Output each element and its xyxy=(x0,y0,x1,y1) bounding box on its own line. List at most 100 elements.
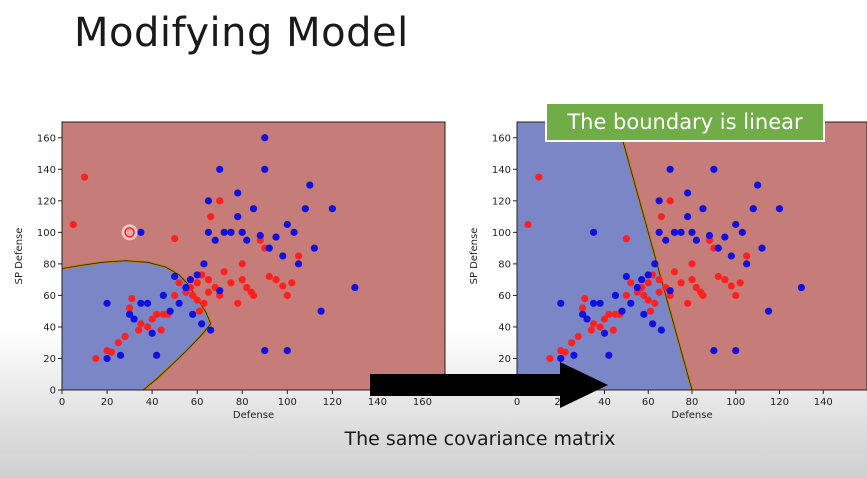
y-tick-label: 80 xyxy=(43,259,56,270)
y-tick-label: 40 xyxy=(498,322,511,333)
data-point-red xyxy=(524,220,532,229)
y-tick-label: 40 xyxy=(43,322,56,333)
data-point-blue xyxy=(727,252,735,260)
y-tick-label: 60 xyxy=(43,291,56,302)
data-point-blue xyxy=(238,228,246,236)
data-point-red xyxy=(574,332,582,340)
data-point-red xyxy=(688,276,696,284)
data-point-blue xyxy=(306,181,314,189)
x-tick-label: 160 xyxy=(413,397,432,408)
data-point-red xyxy=(666,197,674,205)
data-point-red xyxy=(80,173,89,181)
data-point-blue xyxy=(666,165,674,173)
data-point-blue xyxy=(758,244,766,252)
data-point-blue xyxy=(103,299,111,307)
x-tick-label: 80 xyxy=(236,397,249,408)
data-point-red xyxy=(596,323,604,331)
data-point-blue xyxy=(749,205,757,213)
x-tick-label: 140 xyxy=(814,397,833,408)
data-point-red xyxy=(200,299,208,307)
data-point-blue xyxy=(579,310,587,318)
data-point-blue xyxy=(688,228,696,236)
data-point-red xyxy=(605,310,613,318)
data-point-red xyxy=(227,279,235,287)
data-point-blue xyxy=(166,307,174,315)
x-tick-label: 0 xyxy=(59,397,65,408)
data-point-red xyxy=(670,268,679,276)
data-point-blue xyxy=(596,299,604,307)
plot-frame xyxy=(61,121,446,391)
data-point-red xyxy=(609,326,617,334)
data-point-blue xyxy=(227,228,235,236)
data-point-red xyxy=(688,260,696,268)
data-point-red xyxy=(581,294,589,303)
data-point-blue xyxy=(198,320,206,328)
data-point-blue xyxy=(272,233,280,241)
data-point-blue xyxy=(261,165,269,173)
data-point-red xyxy=(714,272,722,281)
right-arrow-icon xyxy=(370,362,608,408)
x-tick-label: 140 xyxy=(368,397,387,408)
data-point-red xyxy=(288,279,296,287)
data-point-red xyxy=(684,299,692,307)
data-point-blue xyxy=(627,299,635,307)
data-point-blue xyxy=(279,252,287,260)
data-point-blue xyxy=(618,307,626,315)
data-point-red xyxy=(651,299,659,307)
data-point-red xyxy=(135,326,143,334)
data-point-blue xyxy=(175,299,183,307)
data-point-blue xyxy=(754,181,762,189)
data-point-red xyxy=(272,276,280,284)
data-point-red xyxy=(193,296,201,304)
data-point-blue xyxy=(283,346,291,355)
decision-boundary-core xyxy=(62,260,212,390)
y-tick-label: 80 xyxy=(498,259,511,270)
data-point-blue xyxy=(644,271,652,279)
data-point-blue xyxy=(651,260,659,268)
data-point-red xyxy=(579,304,587,312)
data-point-blue xyxy=(220,228,228,236)
data-point-red xyxy=(125,304,134,312)
data-point-blue xyxy=(261,134,269,142)
data-point-blue xyxy=(705,231,714,240)
data-point-red xyxy=(153,310,161,318)
data-point-red xyxy=(279,282,287,290)
data-point-blue xyxy=(764,307,773,315)
data-point-blue xyxy=(583,315,591,323)
y-axis-label: SP Defense xyxy=(14,228,25,285)
x-tick-label: 120 xyxy=(770,397,789,408)
y-tick-label: 0 xyxy=(50,386,56,397)
data-point-red xyxy=(600,315,609,323)
data-point-blue xyxy=(301,205,309,213)
data-point-red xyxy=(644,279,652,287)
data-point-blue xyxy=(317,307,325,315)
data-point-blue xyxy=(622,272,630,281)
data-point-blue xyxy=(130,315,138,323)
data-point-red xyxy=(657,212,665,221)
data-point-red xyxy=(249,291,258,300)
decision-boundary-core xyxy=(617,122,693,390)
data-point-blue xyxy=(234,212,242,221)
x-tick-label: 80 xyxy=(686,397,699,408)
data-point-blue xyxy=(732,346,740,355)
region-blue xyxy=(517,122,692,390)
data-point-blue xyxy=(589,299,598,307)
data-point-red xyxy=(721,276,729,284)
data-point-blue xyxy=(351,283,359,292)
data-point-red xyxy=(238,260,246,268)
data-point-blue xyxy=(144,299,152,307)
data-point-red xyxy=(646,307,655,315)
slide-title: Modifying Model xyxy=(74,10,409,56)
data-point-blue xyxy=(710,165,718,173)
data-point-blue xyxy=(670,228,679,236)
linear-boundary-callout: The boundary is linear xyxy=(545,102,825,142)
y-tick-label: 160 xyxy=(37,133,56,144)
data-point-blue xyxy=(640,310,648,318)
data-point-red xyxy=(589,320,598,328)
data-point-blue xyxy=(204,228,213,236)
data-point-red xyxy=(283,291,291,300)
data-point-red xyxy=(157,326,165,334)
data-point-blue xyxy=(182,283,190,292)
data-point-blue xyxy=(557,354,565,363)
